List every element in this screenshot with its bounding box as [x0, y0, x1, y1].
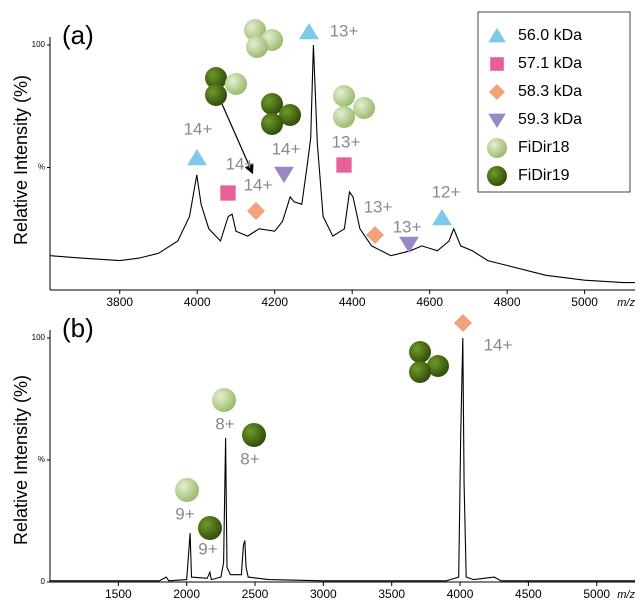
y-tick-label: 0: [41, 577, 46, 586]
charge-label: 9+: [175, 504, 194, 523]
charge-label: 14+: [184, 119, 213, 138]
protein-icon: [205, 84, 227, 106]
x-tick-label: 4800: [494, 295, 521, 309]
protein-icon: [246, 36, 268, 58]
y-tick-label: %: [38, 455, 45, 464]
panel-label: (b): [62, 313, 94, 343]
x-tick-label: 5000: [571, 295, 598, 309]
species-marker: [212, 388, 236, 412]
y-tick-label: %: [38, 163, 45, 172]
species-marker: [299, 23, 319, 40]
x-axis-label: m/z: [617, 297, 635, 309]
legend-label: 58.3 kDa: [518, 83, 582, 100]
species-marker: [247, 202, 265, 220]
legend-label: 59.3 kDa: [518, 111, 582, 128]
species-marker: [175, 478, 199, 502]
protein-icon: [409, 341, 431, 363]
charge-label: 8+: [240, 449, 259, 468]
arrow: [221, 103, 254, 175]
x-axis-label: m/z: [617, 589, 635, 600]
legend-label: FiDir19: [518, 167, 570, 184]
legend-label: 56.0 kDa: [518, 27, 582, 44]
species-marker: [336, 157, 352, 173]
x-tick-label: 3800: [106, 295, 133, 309]
species-marker: [432, 209, 452, 226]
species-marker: [187, 149, 207, 166]
x-tick-label: 4000: [184, 295, 211, 309]
legend-marker: [490, 57, 504, 71]
protein-icon: [333, 85, 355, 107]
species-marker: [220, 185, 236, 201]
charge-label: 13+: [332, 132, 361, 151]
panel-label: (a): [62, 20, 94, 50]
y-axis-label: Relative Intensity (%): [11, 75, 31, 245]
x-tick-label: 3000: [310, 587, 337, 600]
legend-label: 57.1 kDa: [518, 55, 582, 72]
protein-icon: [409, 361, 431, 383]
charge-label: 12+: [432, 182, 461, 201]
x-tick-label: 2500: [242, 587, 269, 600]
x-tick-label: 4600: [416, 295, 443, 309]
protein-icon: [353, 97, 375, 119]
legend-marker: [488, 28, 506, 43]
protein-icon: [279, 104, 301, 126]
x-tick-label: 4000: [447, 587, 474, 600]
x-tick-label: 2000: [173, 587, 200, 600]
protein-icon: [427, 355, 449, 377]
species-marker: [198, 516, 222, 540]
charge-label: 14+: [484, 335, 513, 354]
legend-marker: [487, 166, 507, 186]
species-marker: [366, 226, 384, 244]
protein-icon: [244, 19, 266, 41]
y-axis-label: Relative Intensity (%): [11, 375, 31, 545]
charge-label: 14+: [226, 154, 255, 173]
x-tick-label: 5000: [583, 587, 610, 600]
species-marker: [399, 236, 419, 253]
protein-icon: [333, 106, 355, 128]
y-tick-label: 100: [32, 333, 46, 342]
x-tick-label: 4400: [339, 295, 366, 309]
spectrum-line: [50, 337, 635, 582]
species-marker: [242, 423, 266, 447]
legend-marker: [488, 113, 506, 128]
protein-icon: [205, 67, 227, 89]
charge-label: 9+: [198, 539, 217, 558]
charge-label: 14+: [244, 175, 273, 194]
species-marker: [454, 314, 472, 332]
y-tick-label: 100: [32, 40, 46, 49]
protein-icon: [261, 113, 283, 135]
x-tick-label: 3500: [378, 587, 405, 600]
charge-label: 13+: [393, 217, 422, 236]
x-tick-label: 4200: [261, 295, 288, 309]
x-tick-label: 4500: [515, 587, 542, 600]
protein-icon: [225, 73, 247, 95]
legend-marker: [489, 84, 505, 100]
spectrum-line: [49, 44, 635, 284]
protein-icon: [261, 93, 283, 115]
charge-label: 13+: [330, 21, 359, 40]
charge-label: 14+: [272, 139, 301, 158]
legend-marker: [487, 138, 507, 158]
legend-label: FiDir18: [518, 139, 570, 156]
species-marker: [274, 166, 294, 183]
charge-label: 8+: [215, 414, 234, 433]
charge-label: 13+: [364, 197, 393, 216]
x-tick-label: 1500: [105, 587, 132, 600]
